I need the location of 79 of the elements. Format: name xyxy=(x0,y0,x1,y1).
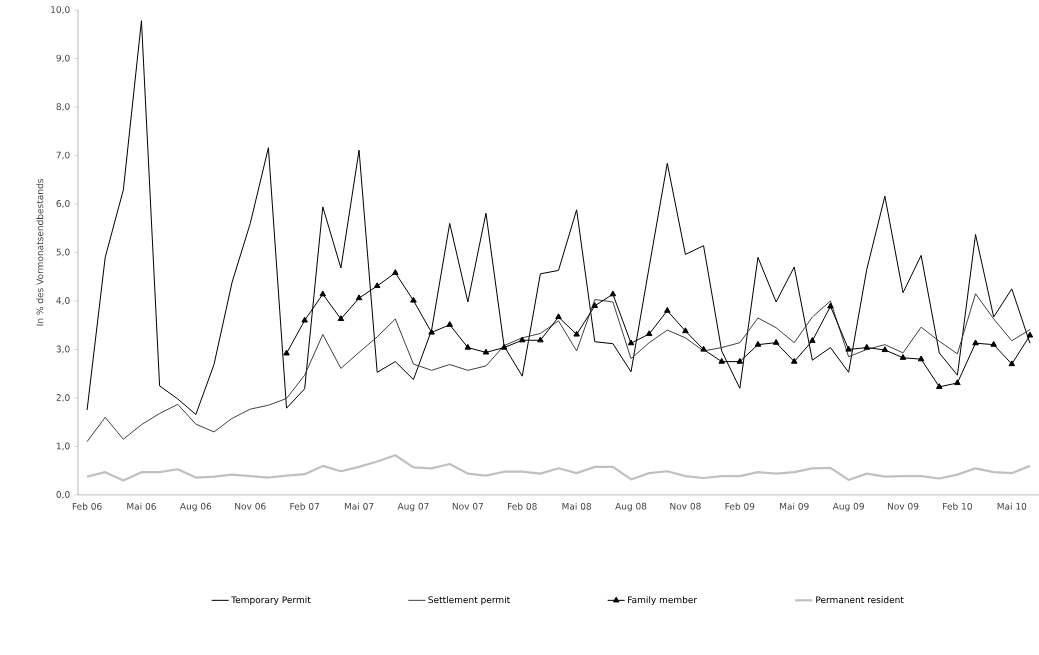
legend-label: Temporary Permit xyxy=(231,596,311,605)
x-tick-label: Mai 09 xyxy=(780,502,809,510)
x-tick-label: Aug 08 xyxy=(615,502,647,512)
x-tick-label: Feb 10 xyxy=(943,502,972,510)
line-series xyxy=(86,20,1031,415)
point xyxy=(682,327,689,334)
y-tick-label: 0,0 xyxy=(56,491,70,499)
point xyxy=(337,315,345,322)
point xyxy=(863,343,871,350)
point xyxy=(392,269,399,275)
y-tick-label: 5,0 xyxy=(56,248,70,257)
point xyxy=(790,357,798,364)
point xyxy=(736,357,744,364)
point xyxy=(1026,331,1034,338)
point xyxy=(319,290,327,297)
x-tick-label: Feb 06 xyxy=(72,502,102,510)
point xyxy=(809,337,816,343)
line-series xyxy=(86,293,1031,443)
legend-label: Permanent resident xyxy=(816,596,904,604)
x-tick-label: Nov 06 xyxy=(235,502,266,510)
point xyxy=(627,339,635,346)
point xyxy=(936,383,943,389)
y-tick-label: 9,0 xyxy=(56,54,70,63)
point xyxy=(754,340,762,347)
point xyxy=(464,343,472,350)
x-tick-label: Aug 09 xyxy=(832,502,864,512)
point xyxy=(700,345,707,352)
point xyxy=(972,339,979,346)
point xyxy=(718,357,725,364)
point xyxy=(1008,360,1016,367)
point xyxy=(410,296,417,303)
x-tick-label: Aug 06 xyxy=(179,502,212,512)
line-series xyxy=(85,454,1032,482)
x-tick-label: Nov 09 xyxy=(887,502,919,510)
point xyxy=(428,328,435,335)
point xyxy=(645,330,653,337)
point xyxy=(573,330,580,337)
point xyxy=(899,354,907,360)
point xyxy=(827,302,834,309)
point xyxy=(591,302,599,308)
x-tick-label: Nov 07 xyxy=(452,502,484,510)
y-tick-label: 8,0 xyxy=(56,103,70,111)
y-tick-label: 6,0 xyxy=(56,200,70,208)
point xyxy=(446,321,453,327)
point xyxy=(482,348,490,355)
y-axis-title: In % des Vormonatsendbestands xyxy=(36,179,44,326)
x-tick-label: Mai 06 xyxy=(127,502,156,510)
x-tick-label: Nov 08 xyxy=(670,502,701,510)
point xyxy=(373,282,381,289)
x-tick-label: Feb 07 xyxy=(290,502,319,510)
point xyxy=(283,349,290,356)
x-tick-label: Feb 08 xyxy=(507,502,537,510)
y-tick-label: 2,0 xyxy=(56,394,70,402)
y-tick-label: 4,0 xyxy=(56,297,70,305)
y-tick-label: 7,0 xyxy=(56,151,70,160)
point xyxy=(954,379,961,386)
point xyxy=(500,343,508,350)
point xyxy=(772,339,780,345)
point xyxy=(917,355,925,362)
point xyxy=(990,340,997,347)
x-tick-label: Aug 07 xyxy=(397,502,429,512)
point xyxy=(518,336,526,343)
y-tick-label: 1,0 xyxy=(56,442,70,451)
point xyxy=(537,336,544,343)
y-tick-label: 10,0 xyxy=(51,6,70,14)
y-tick-label: 3,0 xyxy=(56,345,70,354)
x-tick-label: Feb 09 xyxy=(725,502,755,510)
x-tick-label: Mai 07 xyxy=(344,502,374,510)
point xyxy=(555,313,562,320)
legend-label: Settlement permit xyxy=(428,596,510,605)
legend-label: Family member xyxy=(628,596,698,605)
point xyxy=(301,316,308,323)
point xyxy=(609,290,617,297)
point xyxy=(881,346,889,353)
point xyxy=(664,306,671,313)
point xyxy=(845,345,852,352)
x-tick-label: Mai 10 xyxy=(997,502,1027,510)
point xyxy=(355,294,363,301)
x-tick-label: Mai 08 xyxy=(562,502,592,510)
